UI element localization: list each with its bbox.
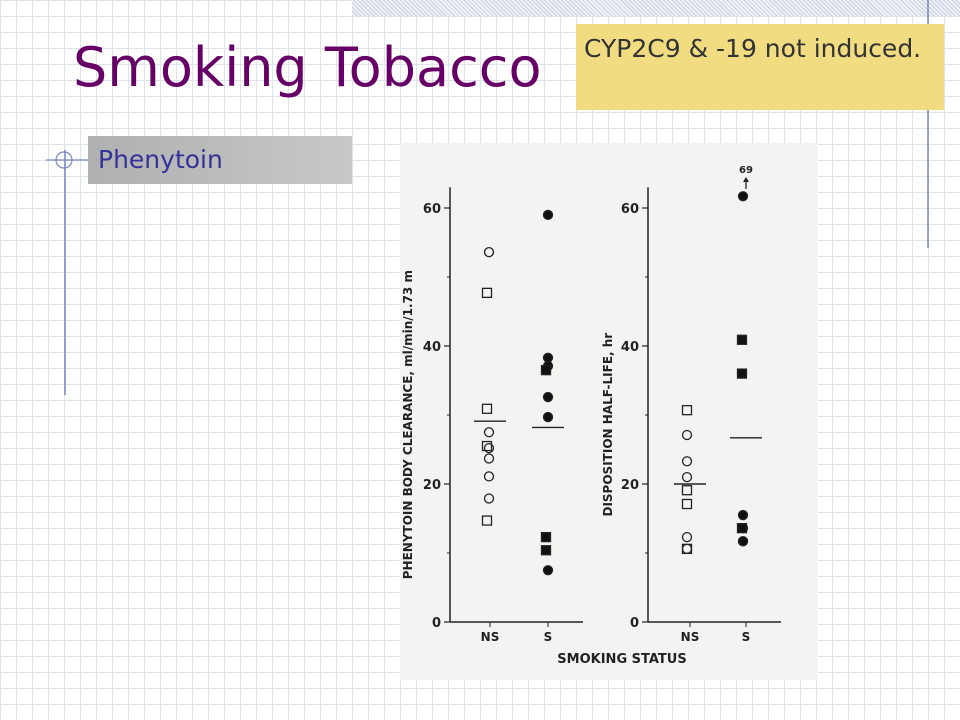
data-point (681, 543, 693, 555)
y-tick-label: 60 (621, 202, 639, 217)
x-tick-label: S (742, 630, 751, 644)
data-point (542, 391, 554, 403)
x-tick-label: NS (481, 630, 500, 644)
callout: CYP2C9 & -19 not induced. (576, 24, 944, 110)
y-axis-label: DISPOSITION HALF-LIFE, hr (601, 333, 615, 517)
y-tick-label: 0 (630, 616, 639, 631)
data-point (736, 368, 748, 379)
data-point (542, 411, 554, 423)
bullet: Phenytoin (88, 136, 352, 184)
y-tick-label: 40 (621, 340, 639, 355)
data-point (681, 429, 693, 441)
data-point (481, 440, 493, 452)
data-point (540, 545, 552, 556)
y-tick-label: 60 (423, 202, 441, 217)
data-point (483, 442, 495, 454)
data-point (681, 405, 693, 416)
data-point (483, 427, 495, 438)
annotation-arrow (743, 177, 749, 182)
data-point (736, 334, 748, 345)
data-point (540, 531, 552, 543)
data-point (542, 209, 554, 221)
data-point (681, 543, 693, 555)
data-point (681, 456, 693, 467)
y-tick-label: 40 (423, 340, 441, 355)
y-tick-label: 20 (423, 478, 441, 493)
y-tick-label: 0 (432, 616, 441, 631)
data-point (681, 498, 693, 510)
data-point (737, 536, 749, 547)
y-axis-label: PHENYTOIN BODY CLEARANCE, ml/min/1.73 m (401, 270, 415, 579)
data-point (483, 453, 495, 464)
header-band (352, 0, 960, 16)
data-point (483, 471, 495, 482)
x-tick-label: S (544, 630, 553, 644)
x-tick-label: NS (681, 630, 700, 644)
data-point (681, 485, 693, 496)
x-axis-label: SMOKING STATUS (557, 652, 686, 667)
data-point (681, 531, 693, 543)
y-tick-label: 20 (621, 478, 639, 493)
data-point (483, 247, 495, 258)
data-point (542, 565, 554, 576)
annotation: 69 (739, 165, 753, 176)
data-point (483, 493, 495, 504)
data-point (481, 515, 493, 526)
data-point (481, 403, 493, 414)
data-point (481, 287, 493, 299)
data-point (737, 191, 749, 202)
data-point (540, 364, 552, 376)
figure: SMOKING STATUS 0 20 40 60 NS S PHENYTOIN BODY … (400, 143, 818, 680)
slide-title: Smoking Tobacco (73, 36, 542, 99)
data-point (681, 471, 693, 483)
data-point (736, 523, 748, 534)
data-point (737, 509, 749, 521)
